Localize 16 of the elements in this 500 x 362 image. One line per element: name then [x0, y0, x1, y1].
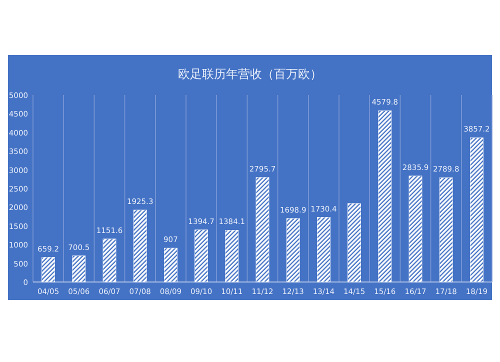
bar	[439, 177, 453, 282]
bar	[42, 257, 55, 282]
bar	[378, 110, 392, 282]
bar	[470, 138, 484, 282]
bar	[72, 256, 86, 282]
bar	[133, 210, 147, 282]
bar	[225, 230, 239, 282]
bar	[102, 238, 116, 282]
bar	[164, 248, 178, 282]
bar	[194, 230, 208, 282]
bar	[317, 217, 330, 282]
chart-title: 欧足联历年营收（百万欧）	[178, 67, 322, 81]
bar	[286, 218, 300, 282]
bar	[256, 177, 270, 282]
bar	[408, 176, 422, 282]
bar	[348, 203, 361, 282]
